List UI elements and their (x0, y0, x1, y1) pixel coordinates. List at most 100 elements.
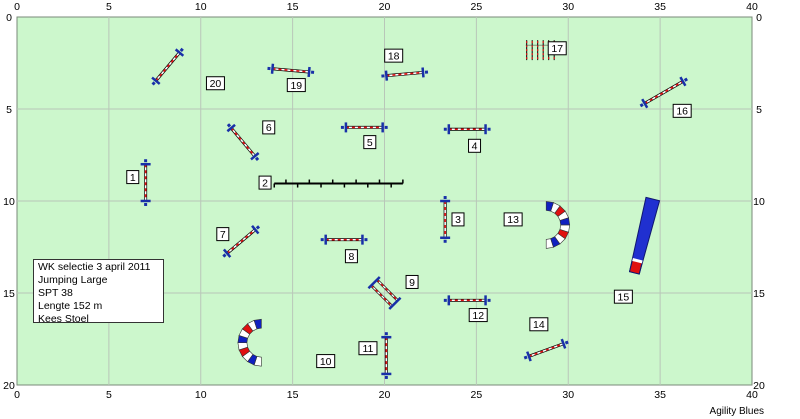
obstacle-label-6: 6 (262, 120, 276, 135)
x-tick-bottom: 30 (562, 389, 574, 401)
jump-pole-stripes (386, 71, 424, 77)
obstacle-label-13: 13 (503, 212, 523, 227)
obstacle-number: 3 (455, 214, 461, 226)
obstacle-label-8: 8 (344, 249, 358, 264)
obstacle-6-jump (226, 123, 260, 161)
obstacle-number: 6 (266, 122, 272, 134)
obstacle-5-jump (340, 122, 388, 133)
x-tick-top: 15 (287, 1, 299, 13)
x-tick-bottom: 0 (14, 389, 20, 401)
jump-pole-stripes (644, 80, 684, 105)
x-tick-top: 10 (195, 1, 207, 13)
label-box (363, 135, 377, 150)
x-tick-top: 5 (106, 1, 112, 13)
jump-pole-stripes (226, 229, 256, 254)
jump-stand (307, 66, 311, 78)
obstacle-label-3: 3 (451, 212, 465, 227)
y-tick-left: 5 (6, 104, 12, 116)
y-tick-left: 0 (6, 12, 12, 24)
obstacle-number: 13 (507, 214, 519, 226)
jump-pole-stripes (528, 343, 564, 358)
long-jump-stripe (632, 258, 643, 264)
jump-stand (174, 48, 185, 57)
jump-stand (270, 63, 275, 74)
obstacle-8-jump (320, 234, 368, 245)
jump-stand-foot (255, 225, 261, 230)
jump-stand-foot (683, 77, 688, 82)
obstacle-label-12: 12 (468, 308, 488, 323)
obstacle-18-jump (381, 67, 429, 81)
obstacle-label-5: 5 (363, 135, 377, 150)
obstacle-number: 18 (388, 50, 400, 62)
jump-stand (421, 67, 425, 78)
label-box (286, 78, 306, 93)
obstacle-14-jump (523, 338, 569, 362)
label-box (613, 289, 633, 304)
x-tick-bottom: 20 (379, 389, 391, 401)
x-tick-top: 30 (562, 1, 574, 13)
course-info-box: WK selectie 3 april 2011 Jumping Large S… (33, 259, 164, 325)
jump-stand (641, 98, 649, 109)
obstacle-7-jump (222, 225, 261, 258)
jump-stand-foot (639, 103, 644, 108)
tunnel-segment (253, 318, 262, 330)
y-tick-left: 20 (3, 380, 15, 392)
obstacle-label-1: 1 (126, 170, 140, 185)
obstacle-number: 4 (472, 141, 478, 153)
jump-stand-foot (564, 340, 569, 345)
obstacle-label-10: 10 (316, 354, 336, 369)
oxer-stand (388, 296, 402, 310)
obstacle-number: 16 (676, 106, 688, 118)
obstacle-3-jump (440, 196, 451, 243)
x-tick-top: 25 (471, 1, 483, 13)
label-box (384, 48, 404, 63)
jump-stand-foot (254, 156, 260, 161)
jump-stand (250, 152, 260, 161)
label-box (468, 138, 482, 153)
obstacle-label-7: 7 (216, 227, 230, 242)
jump-stand (151, 76, 161, 85)
judge-name: Kees Stoel (38, 313, 89, 325)
oxer-stand (367, 276, 381, 290)
jump-stand-foot (151, 81, 156, 86)
event-title: WK selectie 3 april 2011 (38, 261, 151, 273)
label-box (262, 120, 276, 135)
y-tick-right: 5 (756, 104, 762, 116)
obstacle-label-19: 19 (286, 78, 306, 93)
x-tick-top: 40 (746, 1, 758, 13)
x-tick-bottom: 40 (746, 389, 758, 401)
obstacle-label-14: 14 (529, 317, 549, 332)
brand-label: Agility Blues (709, 406, 764, 417)
obstacle-number: 14 (533, 319, 545, 331)
obstacle-4-jump (443, 124, 491, 135)
jump-pole-stripes (272, 67, 310, 73)
tunnel-segment (545, 201, 554, 212)
obstacle-label-18: 18 (384, 48, 404, 63)
obstacle-number: 8 (349, 251, 355, 263)
obstacle-number: 11 (363, 343, 374, 355)
y-tick-right: 10 (753, 196, 765, 208)
label-box (672, 103, 692, 118)
label-box (405, 274, 419, 289)
class-name: Jumping Large (38, 274, 108, 286)
obstacle-2-weave (273, 179, 404, 188)
x-tick-bottom: 5 (106, 389, 112, 401)
obstacle-number: 12 (472, 310, 484, 322)
field-grid (16, 16, 753, 386)
obstacle-label-11: 11 (358, 341, 378, 356)
label-box (258, 175, 272, 190)
obstacle-10-tunnel (237, 318, 262, 367)
label-box (358, 341, 378, 356)
x-tick-bottom: 25 (471, 389, 483, 401)
obstacle-label-15: 15 (613, 289, 633, 304)
obstacle-number: 19 (290, 80, 302, 92)
obstacle-1-jump (140, 159, 151, 206)
label-box (126, 170, 140, 185)
obstacle-label-16: 16 (672, 103, 692, 118)
label-box (451, 212, 465, 227)
label-box (547, 41, 567, 56)
obstacle-label-9: 9 (405, 274, 419, 289)
x-tick-bottom: 10 (195, 389, 207, 401)
